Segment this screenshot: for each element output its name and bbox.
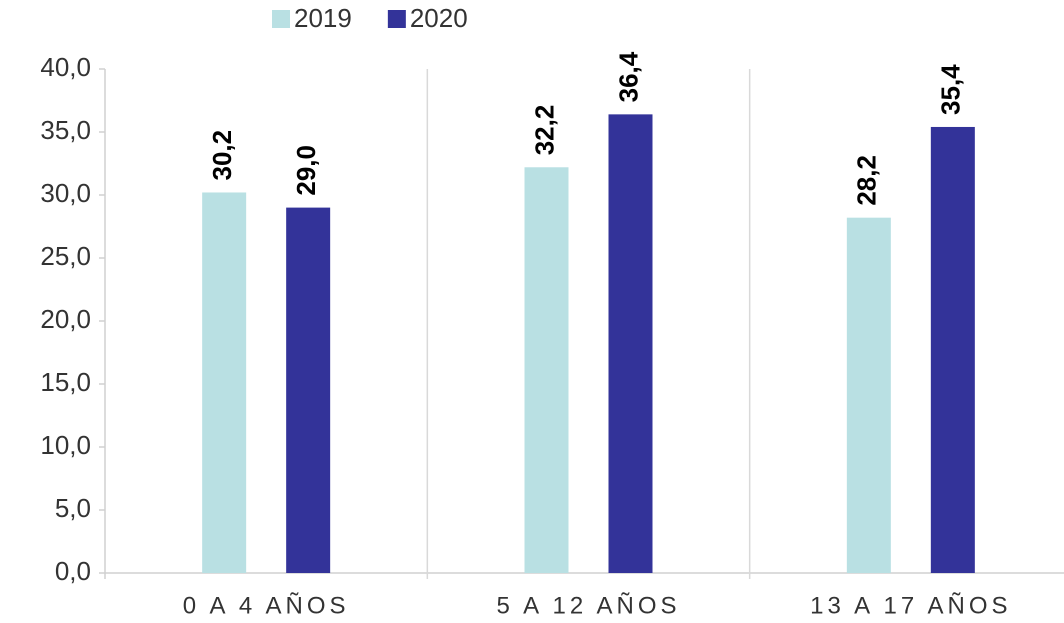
- legend-label: 2020: [410, 3, 468, 33]
- y-tick-label: 40,0: [40, 52, 91, 82]
- y-tick-label: 10,0: [40, 430, 91, 460]
- bar: [608, 114, 653, 574]
- legend-swatch: [272, 10, 290, 28]
- legend-label: 2019: [294, 3, 352, 33]
- value-label: 28,2: [852, 155, 882, 206]
- bar: [202, 192, 247, 574]
- bar: [524, 167, 569, 573]
- value-label: 32,2: [529, 105, 559, 156]
- y-tick-label: 30,0: [40, 178, 91, 208]
- y-tick-label: 25,0: [40, 241, 91, 271]
- x-tick-label: 0 A 4 AÑOS: [183, 592, 350, 619]
- y-tick-label: 20,0: [40, 304, 91, 334]
- value-label: 36,4: [613, 51, 643, 102]
- legend-swatch: [387, 10, 406, 28]
- value-label: 29,0: [291, 145, 321, 196]
- y-tick-label: 5,0: [55, 493, 91, 523]
- x-tick-label: 13 A 17 AÑOS: [810, 592, 1011, 619]
- value-label: 35,4: [936, 64, 966, 115]
- bar: [930, 126, 975, 574]
- bar: [286, 207, 331, 573]
- y-tick-label: 35,0: [40, 115, 91, 145]
- x-tick-label: 5 A 12 AÑOS: [496, 592, 680, 619]
- y-tick-label: 15,0: [40, 367, 91, 397]
- y-tick-label: 0,0: [55, 556, 91, 586]
- value-label: 30,2: [207, 130, 237, 181]
- bar: [846, 217, 891, 573]
